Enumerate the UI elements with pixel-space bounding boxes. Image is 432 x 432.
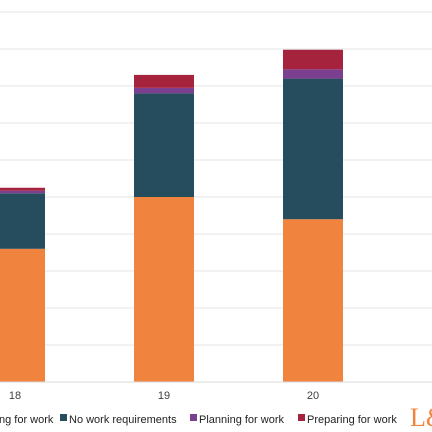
- legend-label: ng for work: [0, 414, 54, 426]
- bar-19-preparing-for-work: [134, 74, 194, 88]
- logo-text: L&: [410, 403, 432, 432]
- bar-18-no-work-requirements: [0, 193, 45, 249]
- brand-logo: L&: [410, 403, 432, 432]
- bar-18-looking-for-work: [0, 248, 45, 382]
- legend-marker: [60, 414, 67, 421]
- bar-18-preparing-for-work: [0, 187, 45, 191]
- bar-20-no-work-requirements: [283, 78, 343, 220]
- bar-20-preparing-for-work: [283, 49, 343, 70]
- x-tick-label: 18: [9, 390, 21, 402]
- legend-marker: [298, 414, 305, 421]
- bar-20-planning-for-work: [283, 69, 343, 79]
- bar-20-looking-for-work: [283, 219, 343, 382]
- bar-18-planning-for-work: [0, 190, 45, 194]
- x-tick-label: 20: [307, 390, 319, 402]
- gridlines: [0, 11, 432, 346]
- legend: ng for work No work requirements Planning …: [0, 414, 397, 426]
- legend-label: No work requirements: [69, 414, 177, 426]
- legend-label: Planning for work: [199, 414, 284, 426]
- x-tick-labels: 18 19 20: [9, 390, 319, 402]
- legend-marker: [190, 414, 197, 421]
- bar-19-no-work-requirements: [134, 93, 194, 197]
- bars: [0, 49, 343, 382]
- x-tick-label: 19: [158, 390, 170, 402]
- bar-19-looking-for-work: [134, 197, 194, 382]
- legend-label: Preparing for work: [307, 414, 397, 426]
- bar-19-planning-for-work: [134, 87, 194, 94]
